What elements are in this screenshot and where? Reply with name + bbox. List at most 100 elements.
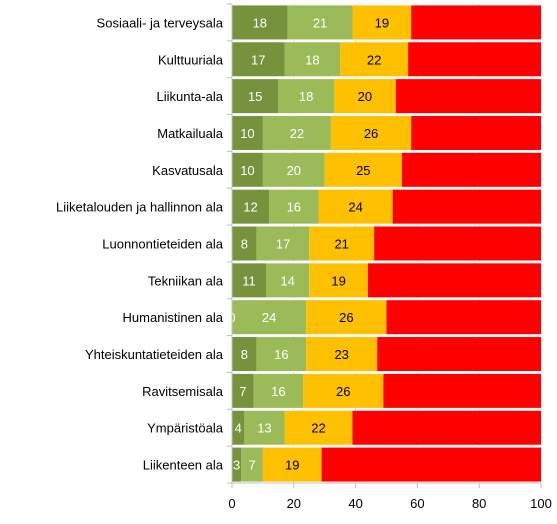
bar-segment	[265, 263, 310, 298]
category-label: Liikunta-ala	[157, 89, 224, 104]
category-label: Tekniikan ala	[148, 273, 224, 288]
data-label: 19	[331, 273, 345, 288]
bar-segment	[401, 152, 541, 187]
data-label: 7	[248, 458, 255, 473]
data-label: 26	[336, 384, 350, 399]
bar-segment	[309, 263, 368, 298]
bar-segment	[244, 410, 285, 445]
bar-segment	[411, 115, 541, 150]
data-label: 15	[248, 89, 262, 104]
category-label: Matkailuala	[157, 126, 224, 141]
data-label: 22	[290, 126, 304, 141]
data-label: 26	[339, 310, 353, 325]
data-label: 10	[240, 163, 254, 178]
bar-segment	[269, 189, 319, 224]
category-label: Liiketalouden ja hallinnon ala	[56, 200, 224, 215]
bar-segment	[241, 447, 263, 482]
category-label: Yhteiskuntatieteiden ala	[85, 347, 224, 362]
bar-segment	[232, 410, 245, 445]
data-label: 17	[276, 237, 290, 252]
bar-segment	[232, 226, 257, 261]
data-label: 18	[299, 89, 313, 104]
x-tick-label: 100	[530, 496, 552, 511]
data-label: 10	[240, 126, 254, 141]
data-label: 16	[287, 200, 301, 215]
data-label: 13	[257, 421, 271, 436]
bar-segment	[321, 447, 541, 482]
category-label: Luonnontieteiden ala	[102, 237, 223, 252]
data-label: 16	[271, 384, 285, 399]
bar-segment	[352, 5, 412, 40]
bar-segment	[262, 447, 322, 482]
data-label: 22	[311, 421, 325, 436]
category-label: Liikenteen ala	[143, 458, 224, 473]
bar-segment	[392, 189, 541, 224]
bar-segment	[318, 189, 393, 224]
bar-segment	[232, 152, 263, 187]
data-label: 20	[358, 89, 372, 104]
bar-segment	[232, 42, 285, 77]
axes: Sosiaali- ja terveysala Kulttuuriala Liiku…	[56, 3, 552, 511]
data-label: 24	[348, 200, 362, 215]
data-label: 19	[285, 458, 299, 473]
bar-segment	[395, 79, 541, 114]
data-label: 19	[375, 15, 389, 30]
bar-segment	[377, 337, 541, 372]
data-label: 3	[233, 458, 240, 473]
bar-segment	[256, 226, 310, 261]
bar-segment	[232, 263, 266, 298]
bar-segment	[253, 373, 304, 408]
bar-segment	[340, 42, 409, 77]
bars	[232, 5, 541, 482]
data-label: 20	[287, 163, 301, 178]
data-label: 21	[334, 237, 348, 252]
bar-segment	[232, 447, 242, 482]
data-label: 8	[241, 347, 248, 362]
x-tick-label: 60	[410, 496, 424, 511]
bar-segment	[330, 115, 412, 150]
bar-segment	[232, 79, 279, 114]
category-label: Sosiaali- ja terveysala	[97, 15, 224, 30]
bar-segment	[306, 337, 378, 372]
x-tick-label: 80	[472, 496, 486, 511]
data-label: 17	[251, 52, 265, 67]
bar-segment	[232, 373, 254, 408]
data-label: 12	[243, 200, 257, 215]
bar-segment	[367, 263, 541, 298]
data-label: 11	[242, 273, 256, 288]
bar-segment	[411, 5, 541, 40]
bar-segment	[287, 5, 353, 40]
bar-segment	[232, 5, 288, 40]
bar-segment	[232, 189, 270, 224]
data-label: 21	[313, 15, 327, 30]
bar-segment	[408, 42, 541, 77]
data-label: 23	[334, 347, 348, 362]
data-label: 25	[356, 163, 370, 178]
bar-segment	[262, 115, 331, 150]
category-label: Kasvatusala	[152, 163, 224, 178]
bar-segment	[262, 152, 325, 187]
bar-segment	[284, 42, 341, 77]
x-tick-label: 0	[228, 496, 235, 511]
data-label: 7	[239, 384, 246, 399]
bar-segment	[232, 337, 257, 372]
data-label: 14	[280, 273, 294, 288]
data-labels: 18 21 19 17 18 22 15 18 20 10 22 26 10 20 25 12 16 24 8 17 2…	[228, 15, 389, 472]
x-tick-label: 20	[287, 496, 301, 511]
category-label: Humanistinen ala	[123, 310, 224, 325]
bar-segment	[232, 115, 263, 150]
data-label: 18	[305, 52, 319, 67]
bar-segment	[256, 337, 307, 372]
category-label: Kulttuuriala	[158, 52, 224, 67]
x-tick-label: 40	[348, 496, 362, 511]
data-label: 8	[241, 237, 248, 252]
data-label: 22	[367, 52, 381, 67]
category-label: Ympäristöala	[147, 421, 224, 436]
bar-segment	[324, 152, 402, 187]
bar-segment	[333, 79, 396, 114]
bar-segment	[386, 300, 541, 335]
bar-segment	[374, 226, 541, 261]
data-label: 4	[235, 421, 242, 436]
bar-segment	[284, 410, 353, 445]
